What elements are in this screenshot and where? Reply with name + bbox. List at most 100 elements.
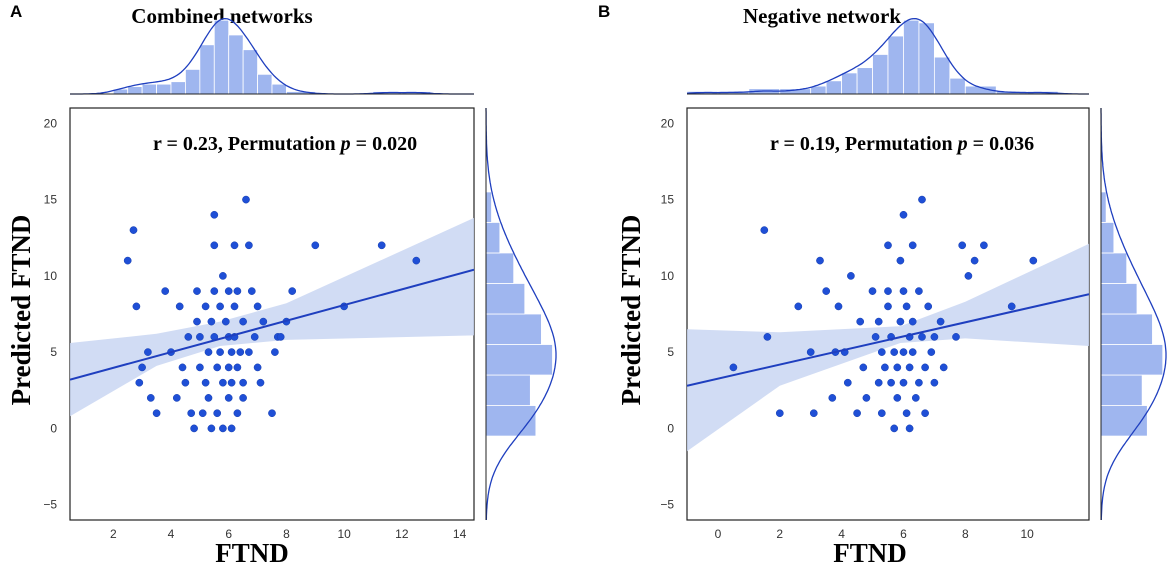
data-point — [236, 348, 245, 356]
data-point — [970, 256, 979, 265]
data-point — [729, 363, 738, 372]
top-hist-bar — [242, 49, 258, 95]
data-point — [908, 317, 917, 326]
regression-line — [70, 268, 474, 381]
data-point — [921, 409, 929, 418]
data-point — [905, 363, 914, 372]
y-tick-label: −5 — [43, 498, 57, 512]
data-point — [902, 302, 911, 311]
data-point — [884, 287, 892, 295]
data-point — [271, 348, 279, 356]
right-hist-bar — [485, 191, 492, 223]
top-hist-bar — [933, 56, 951, 95]
right-hist-bar — [485, 222, 501, 254]
data-point — [146, 394, 155, 402]
data-point — [204, 394, 213, 402]
x-axis-label: FTND — [833, 538, 907, 568]
x-tick-label: 6 — [225, 527, 232, 541]
data-point — [276, 333, 285, 341]
data-point — [187, 409, 196, 418]
data-point — [221, 317, 230, 326]
x-tick-label: 2 — [776, 527, 783, 541]
data-point — [213, 409, 222, 418]
data-point — [216, 348, 224, 356]
data-point — [899, 378, 908, 387]
data-point — [311, 241, 320, 250]
y-tick-label: 15 — [661, 193, 675, 207]
data-point — [843, 378, 852, 387]
data-point — [210, 241, 219, 250]
x-tick-label: 10 — [337, 527, 351, 541]
data-point — [250, 333, 259, 341]
top-hist-bar — [199, 44, 215, 95]
data-point — [123, 256, 132, 265]
data-point — [921, 363, 929, 372]
top-hist-bar — [141, 83, 157, 95]
data-point — [239, 317, 247, 326]
stats-suffix: = 0.036 — [968, 133, 1034, 155]
data-point — [911, 394, 920, 402]
regression-line — [687, 293, 1089, 387]
data-point — [899, 210, 908, 219]
y-tick-label: 5 — [50, 345, 57, 359]
right-hist-bar — [1100, 252, 1128, 284]
x-axis-label: FTND — [215, 538, 289, 568]
data-point — [915, 287, 923, 295]
plot-area — [687, 195, 1089, 452]
data-point — [905, 424, 914, 433]
stats-p-symbol: p — [339, 133, 351, 155]
panel-b: B Negative network 0 2 4 6 8 10 −5 0 5 10 15 20 FTND Pr… — [598, 2, 1167, 568]
data-point — [193, 317, 201, 326]
data-point — [219, 378, 227, 387]
data-point — [893, 363, 902, 372]
top-hist-bar — [185, 69, 201, 95]
stats-annotation: r = 0.23, Permutation p = 0.020 — [153, 133, 417, 155]
right-kde-curve — [1100, 108, 1167, 520]
top-hist-bar — [949, 77, 966, 95]
y-tick-label: −5 — [660, 498, 674, 512]
data-point — [760, 226, 769, 234]
data-point — [207, 317, 216, 326]
data-point — [196, 333, 204, 341]
data-point — [896, 256, 905, 265]
data-point — [794, 302, 803, 311]
data-point — [245, 348, 253, 356]
right-hist-bar — [1100, 222, 1115, 254]
data-point — [918, 333, 926, 341]
panel-letter: A — [10, 2, 22, 21]
y-axis-label: Predicted FTND — [6, 215, 36, 406]
data-point — [896, 317, 905, 326]
x-tick-label: 4 — [168, 527, 175, 541]
data-point — [862, 394, 871, 402]
chart-title: Negative network — [743, 4, 901, 28]
right-hist-bar — [1100, 283, 1138, 315]
data-point — [253, 363, 262, 372]
data-point — [216, 302, 224, 311]
y-tick-label: 10 — [661, 269, 675, 283]
data-point — [233, 409, 242, 418]
stats-suffix: = 0.020 — [351, 133, 417, 155]
data-point — [377, 241, 386, 250]
data-point — [129, 226, 138, 234]
top-hist-bar — [887, 35, 904, 95]
y-tick-label: 0 — [50, 421, 57, 435]
data-point — [219, 424, 227, 433]
data-point — [893, 394, 902, 402]
data-point — [881, 363, 889, 372]
data-point — [927, 348, 936, 356]
data-point — [144, 348, 152, 356]
right-hist-bar — [485, 374, 531, 406]
data-point — [224, 394, 233, 402]
top-kde-curve — [686, 17, 1089, 95]
data-point — [132, 302, 141, 311]
right-kde-curve — [485, 108, 557, 521]
y-tick-label: 15 — [44, 193, 58, 207]
data-point — [184, 333, 193, 341]
data-point — [868, 287, 877, 295]
right-hist-bar — [485, 344, 553, 376]
data-point — [887, 378, 895, 387]
right-hist-bar — [485, 283, 526, 315]
data-point — [890, 348, 899, 356]
data-point — [853, 409, 861, 418]
